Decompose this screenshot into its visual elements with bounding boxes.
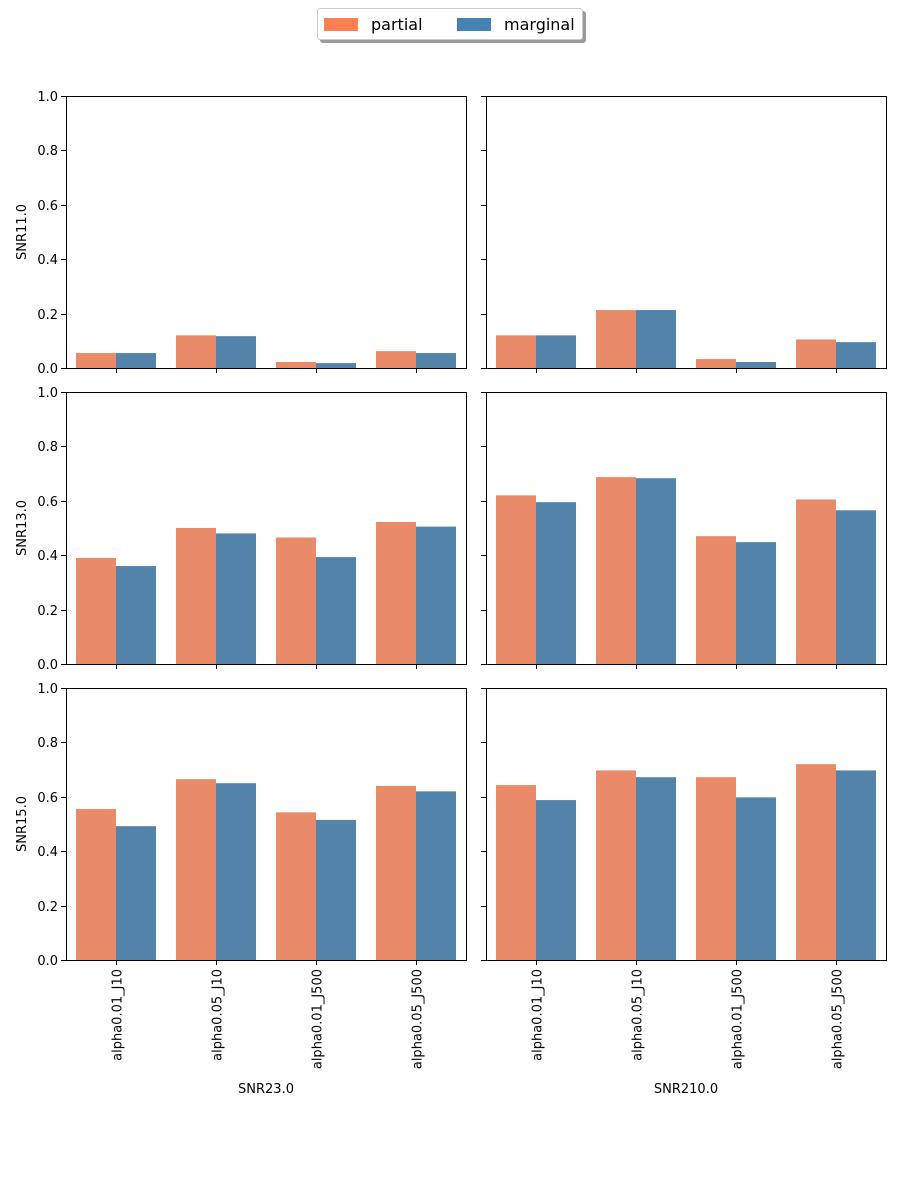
panel-r1c1-bar-partial-0 <box>496 495 536 664</box>
panel-r1c0-bar-partial-0 <box>76 557 116 664</box>
panel-r2c1-xtick-label-0: alpha0.01_J10 <box>531 969 546 1061</box>
panel-r2c1-bar-marginal-2 <box>736 797 776 960</box>
panel-r0c1-bar-marginal-0 <box>536 335 576 368</box>
panel-r1c1-bar-marginal-0 <box>536 502 576 664</box>
panel-r1c0-ytick-label-1: 0.2 <box>37 604 58 619</box>
panel-r1c1-bar-marginal-1 <box>636 478 676 664</box>
panel-r1c0-ytick-label-4: 0.8 <box>37 440 58 455</box>
panel-r0c1-frame <box>486 96 887 369</box>
panel-r2c0-xtick-label-1: alpha0.05_J10 <box>211 969 226 1061</box>
panel-r2c0-xtick-label-3: alpha0.05_J500 <box>411 969 426 1069</box>
panel-r1c0-bar-marginal-1 <box>216 533 256 664</box>
panel-r2c0-ytick-label-0: 0.0 <box>37 954 58 969</box>
panel-r2c1-xtick-label-3: alpha0.05_J500 <box>831 969 846 1069</box>
panel-r1c0-bar-marginal-0 <box>116 566 156 664</box>
legend-swatch-partial <box>324 17 358 31</box>
panel-r2c0-xlabel: SNR23.0 <box>238 1082 294 1097</box>
legend-item-partial: partial <box>324 9 423 39</box>
panel-r0c0-ytick-label-4: 0.8 <box>37 144 58 159</box>
panel-r1c0-ytick-label-2: 0.4 <box>37 549 58 564</box>
panel-r2c1-xtick-label-1: alpha0.05_J10 <box>631 969 646 1061</box>
panel-r0c0-ytick-label-1: 0.2 <box>37 308 58 323</box>
panel-r2c0-ytick-label-5: 1.0 <box>37 682 58 697</box>
panel-r2c1-bar-marginal-1 <box>636 777 676 960</box>
panel-r2c1-bar-partial-1 <box>596 770 636 960</box>
panel-r2c1-xlabel: SNR210.0 <box>654 1082 718 1097</box>
panel-r0c0-bar-marginal-1 <box>216 336 256 368</box>
panel-r1c1-bar-partial-2 <box>696 536 736 664</box>
panel-r2c1-bar-partial-3 <box>796 764 836 960</box>
panel-r0c0-bar-partial-3 <box>376 351 416 368</box>
panel-r0c1-bar-marginal-2 <box>736 362 776 368</box>
panel-r2c0-ytick-label-1: 0.2 <box>37 900 58 915</box>
panel-r1c0-ytick-label-0: 0.0 <box>37 658 58 673</box>
panel-r2c1-bar-marginal-3 <box>836 770 876 960</box>
panel-r0c0-ytick-label-3: 0.6 <box>37 199 58 214</box>
panel-r1c1-frame <box>486 392 887 665</box>
panel-r2c1-bar-partial-0 <box>496 785 536 960</box>
legend-item-marginal: marginal <box>457 9 575 39</box>
panel-r1c0-frame <box>66 392 467 665</box>
legend-label-marginal: marginal <box>504 14 575 34</box>
panel-r0c0-bar-partial-0 <box>76 353 116 368</box>
panel-r0c0-bar-partial-1 <box>176 335 216 368</box>
panel-r2c0-ylabel: SNR15.0 <box>15 796 30 852</box>
panel-r0c1-bar-partial-1 <box>596 310 636 368</box>
panel-r1c0-bar-marginal-3 <box>416 526 456 664</box>
panel-r0c0-ylabel: SNR11.0 <box>15 204 30 260</box>
panel-r2c0-bar-partial-0 <box>76 809 116 960</box>
panel-r2c0-bar-partial-2 <box>276 812 316 960</box>
panel-r0c1-bar-partial-0 <box>496 335 536 368</box>
panel-r0c1-bar-marginal-1 <box>636 310 676 368</box>
panel-r2c1-bar-partial-2 <box>696 777 736 960</box>
panel-r2c1-bar-marginal-0 <box>536 800 576 960</box>
panel-r2c1-frame <box>486 688 887 961</box>
panel-r0c0-ytick-label-5: 1.0 <box>37 90 58 105</box>
panel-r2c1-xtick-label-2: alpha0.01_J500 <box>731 969 746 1069</box>
panel-r2c0-bar-partial-1 <box>176 779 216 960</box>
panel-r1c1-bar-partial-1 <box>596 477 636 664</box>
panel-r0c0-ytick-label-0: 0.0 <box>37 362 58 377</box>
panel-r1c0-ytick-label-5: 1.0 <box>37 386 58 401</box>
panel-r2c0-bar-marginal-3 <box>416 791 456 960</box>
panel-r2c0-ytick-label-3: 0.6 <box>37 791 58 806</box>
panel-r2c0-bar-marginal-0 <box>116 826 156 960</box>
panel-r0c0-bar-marginal-3 <box>416 353 456 368</box>
panel-r2c0-bar-partial-3 <box>376 785 416 960</box>
panel-r1c0-bar-marginal-2 <box>316 557 356 664</box>
panel-r1c0-bar-partial-2 <box>276 537 316 664</box>
panel-r0c0-bar-partial-2 <box>276 362 316 368</box>
panel-r0c0-frame <box>66 96 467 369</box>
panel-r0c0-bar-marginal-0 <box>116 353 156 368</box>
legend-label-partial: partial <box>371 14 423 34</box>
panel-r1c0-ylabel: SNR13.0 <box>15 500 30 556</box>
panel-r0c1-bar-partial-3 <box>796 339 836 368</box>
panel-r2c0-frame <box>66 688 467 961</box>
panel-r0c1-bar-partial-2 <box>696 359 736 368</box>
legend: partial marginal <box>317 8 583 40</box>
panel-r2c0-xtick-label-2: alpha0.01_J500 <box>311 969 326 1069</box>
panel-r0c1-bar-marginal-3 <box>836 342 876 368</box>
panel-r2c0-ytick-label-2: 0.4 <box>37 845 58 860</box>
panel-r2c0-bar-marginal-1 <box>216 783 256 960</box>
panel-r0c0-ytick-label-2: 0.4 <box>37 253 58 268</box>
panel-r1c1-bar-marginal-2 <box>736 542 776 664</box>
legend-swatch-marginal <box>457 17 491 31</box>
panel-r2c0-bar-marginal-2 <box>316 819 356 960</box>
panel-r1c0-bar-partial-3 <box>376 522 416 664</box>
panel-r1c1-bar-partial-3 <box>796 499 836 664</box>
panel-r1c1-bar-marginal-3 <box>836 510 876 664</box>
panel-r2c0-ytick-label-4: 0.8 <box>37 736 58 751</box>
panel-r1c0-ytick-label-3: 0.6 <box>37 495 58 510</box>
panel-r1c0-bar-partial-1 <box>176 528 216 664</box>
panel-r0c0-bar-marginal-2 <box>316 363 356 368</box>
panel-r2c0-xtick-label-0: alpha0.01_J10 <box>111 969 126 1061</box>
